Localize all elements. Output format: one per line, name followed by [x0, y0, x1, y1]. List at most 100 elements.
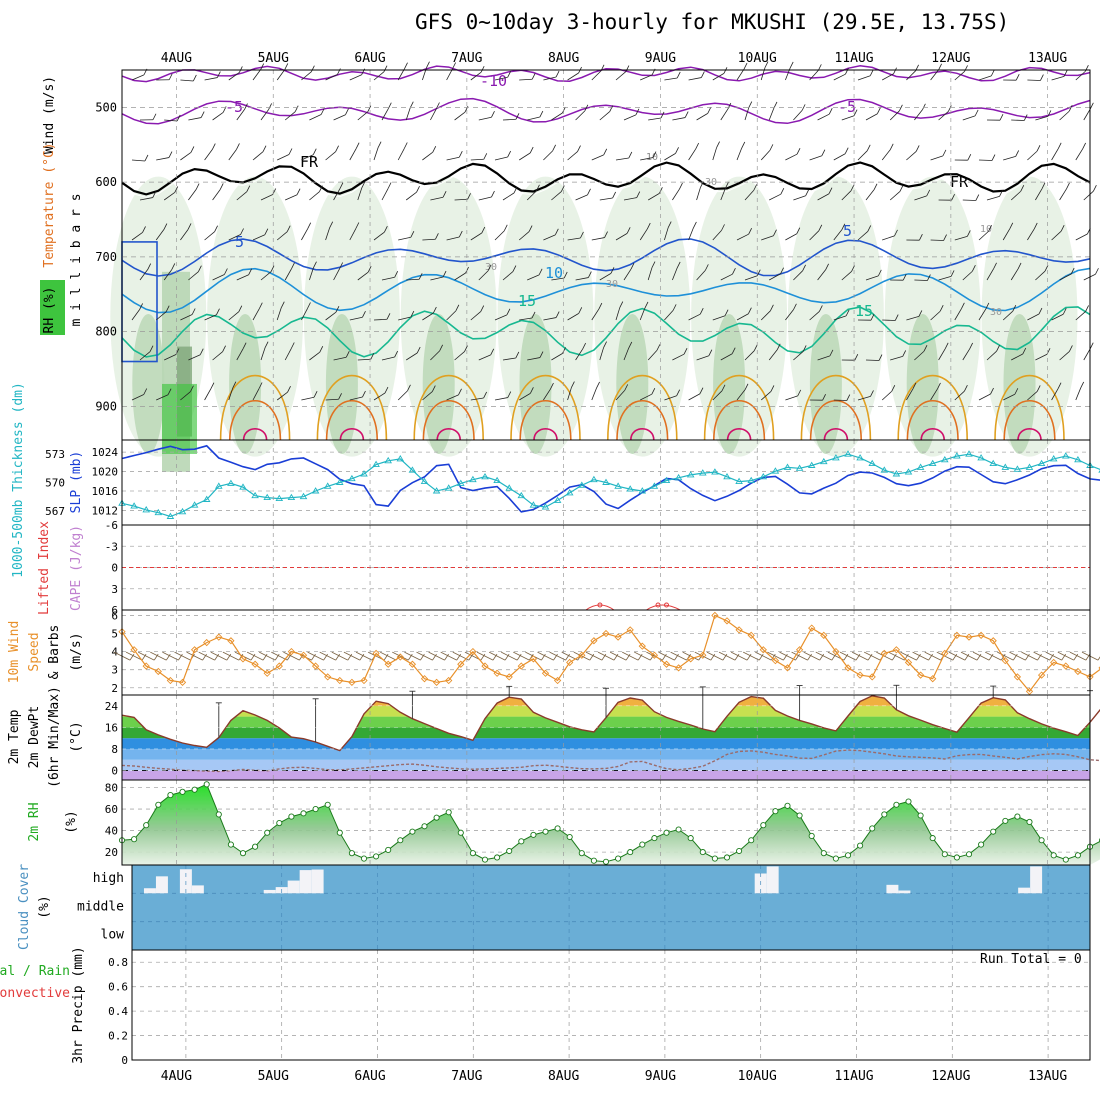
- wind-barb: [405, 63, 408, 69]
- temp-axis-unit: (°C): [69, 721, 84, 752]
- lifted-tick-label: 3: [111, 583, 118, 596]
- wind-barb: [914, 280, 927, 281]
- cloud-panel: highmiddlelow: [77, 865, 1090, 950]
- wind-barb: [1090, 343, 1093, 349]
- rh-point: [724, 855, 729, 860]
- run-total-label: Run Total = 0: [980, 952, 1082, 967]
- lifted-tick-label: -3: [105, 540, 118, 553]
- thickness-tick-label: 567: [45, 505, 65, 518]
- rh-point: [204, 782, 209, 787]
- slp-axis-title: SLP (mb): [69, 451, 84, 514]
- rh-point: [966, 852, 971, 857]
- cloud-tick-label: high: [93, 871, 124, 886]
- rh-tick-label: 80: [105, 782, 118, 795]
- contour-label: 5: [235, 233, 244, 251]
- day-label-top: 9AUG: [645, 51, 676, 66]
- wind-barb-10m: [1009, 652, 1025, 660]
- rh-point: [700, 849, 705, 854]
- cloud-bar-high: [264, 890, 276, 893]
- rh-point: [652, 836, 657, 841]
- thickness-slp-panel: 1024102010161012573570567: [45, 446, 1100, 519]
- cape-axis-title: CAPE (J/kg): [69, 525, 84, 611]
- cloud-bar-high: [898, 891, 910, 894]
- wind-barb: [963, 200, 976, 201]
- rh-shade-green: [162, 384, 197, 454]
- rh-point: [325, 802, 330, 807]
- contour-label: 30: [606, 279, 618, 290]
- wind-barb-10m: [417, 652, 433, 660]
- wind-barb-10m: [671, 652, 687, 660]
- precip-tick-label: 0.6: [108, 981, 128, 994]
- cloud-bar-high: [300, 870, 312, 893]
- rh-area: [122, 784, 1100, 865]
- wind-barb-10m: [392, 652, 408, 660]
- wind-barb-10m: [1058, 652, 1074, 660]
- wind-barb-10m: [804, 652, 820, 660]
- wind-barb-10m: [973, 652, 989, 660]
- wind-panel: 2 3 4 5 6: [111, 609, 1100, 694]
- slp-tick-label: 1012: [92, 504, 119, 517]
- lifted-tick-label: -6: [105, 519, 118, 532]
- cloud-bar-high: [192, 885, 204, 893]
- wind-axis-title-3: & Barbs: [47, 625, 62, 680]
- rh-point: [277, 820, 282, 825]
- wind-barb-10m: [598, 652, 614, 660]
- rh-point: [168, 792, 173, 797]
- rh-point: [979, 842, 984, 847]
- rh-point: [942, 852, 947, 857]
- day-label-top: 8AUG: [548, 51, 579, 66]
- temp-tick-label: 24: [105, 700, 119, 713]
- wind-barb-10m: [489, 652, 505, 660]
- slp-tick-label: 1024: [92, 446, 119, 459]
- temp-band: [122, 771, 1090, 780]
- rh-point: [858, 843, 863, 848]
- wind-barb-10m: [538, 652, 554, 660]
- rh-point: [495, 855, 500, 860]
- wind-barb-10m: [404, 652, 420, 660]
- wind-barb-10m: [513, 652, 529, 660]
- rh-point: [349, 851, 354, 856]
- cloud-bar-high: [156, 876, 168, 893]
- wind-barb-10m: [162, 652, 178, 660]
- rh-point: [531, 832, 536, 837]
- wind-barb-10m: [586, 652, 602, 660]
- cloud-bar-high: [312, 870, 324, 894]
- rh-point: [954, 855, 959, 860]
- wind-barb-10m: [247, 652, 263, 660]
- panel-frame: [132, 950, 1090, 1060]
- wind-barb: [790, 62, 793, 68]
- rh-point: [265, 830, 270, 835]
- wind-barb-10m: [840, 652, 856, 660]
- rh-point: [422, 824, 427, 829]
- rh-point: [882, 812, 887, 817]
- wind-barb-10m: [308, 652, 324, 660]
- cloud-bar-high: [767, 866, 779, 893]
- rh-point: [398, 838, 403, 843]
- precip-axis-title: 3hr Precip (mm): [71, 946, 86, 1063]
- contour-label: 30: [990, 307, 1002, 318]
- rh-point: [712, 856, 717, 861]
- rh-point: [410, 829, 415, 834]
- wind-barb: [1011, 120, 1024, 121]
- wind-tick-label: 6: [111, 609, 118, 622]
- slp-line: [122, 446, 1100, 512]
- wind-barb-10m: [211, 652, 227, 660]
- contour-label: 15: [518, 292, 536, 310]
- thickness-tick-label: 573: [45, 448, 65, 461]
- wind-tick-label: 2: [111, 682, 118, 695]
- rh-point: [240, 851, 245, 856]
- temp-axis-title-3: (6hr Min/Max): [47, 686, 62, 788]
- thickness-tick-label: 570: [45, 477, 65, 490]
- wind-barb-10m: [864, 652, 880, 660]
- wind-barb: [834, 400, 847, 401]
- rh-point: [555, 826, 560, 831]
- precip-tick-label: 0.4: [108, 1005, 128, 1018]
- rh-point: [1075, 853, 1080, 858]
- rh-point: [833, 856, 838, 861]
- cloud-bar-high: [1030, 866, 1042, 893]
- day-label-top: 10AUG: [738, 51, 777, 66]
- wind-barb-10m: [501, 652, 517, 660]
- day-label-bottom: 9AUG: [645, 1069, 676, 1084]
